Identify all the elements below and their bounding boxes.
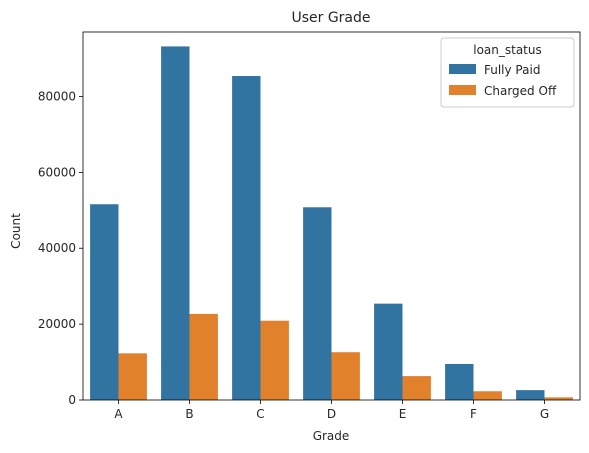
x-tick-label: A [114, 407, 123, 421]
bar-fully-paid-c [232, 76, 261, 400]
bar-fully-paid-d [303, 207, 332, 400]
bar-fully-paid-a [90, 204, 119, 400]
legend-swatch-fully-paid [449, 64, 476, 74]
bar-charged-off-a [118, 353, 147, 400]
plot-area: A B C D E F G 0 20000 40000 60000 80000 [38, 31, 581, 421]
bar-charged-off-g [544, 397, 573, 400]
legend-swatch-charged-off [449, 85, 476, 95]
legend: loan_status Fully Paid Charged Off [440, 37, 575, 108]
chart-title: User Grade [291, 10, 370, 26]
bar-fully-paid-g [516, 390, 545, 400]
x-tick-label: B [185, 407, 193, 421]
x-tick-label: G [540, 407, 549, 421]
y-axis-label: Count [9, 213, 23, 249]
legend-label-charged-off: Charged Off [484, 84, 557, 98]
y-tick-label: 0 [68, 393, 76, 407]
y-tick-label: 20000 [38, 317, 76, 331]
y-tick-label: 80000 [38, 89, 76, 103]
y-tick-label: 40000 [38, 241, 76, 255]
bar-fully-paid-e [374, 303, 403, 400]
x-tick-label: F [470, 407, 477, 421]
x-tick-label: C [256, 407, 264, 421]
x-axis-label: Grade [313, 429, 350, 443]
bar-fully-paid-f [445, 363, 474, 400]
y-tick-label: 60000 [38, 165, 76, 179]
bar-charged-off-e [402, 376, 431, 400]
legend-label-fully-paid: Fully Paid [484, 63, 540, 77]
legend-title: loan_status [473, 43, 542, 57]
bar-charged-off-b [189, 313, 218, 400]
x-tick-label: E [399, 407, 407, 421]
x-tick-label: D [327, 407, 336, 421]
bar-charged-off-c [260, 320, 289, 400]
bar-fully-paid-b [161, 46, 190, 401]
bar-charged-off-f [473, 391, 502, 400]
bar-charged-off-d [331, 352, 360, 400]
